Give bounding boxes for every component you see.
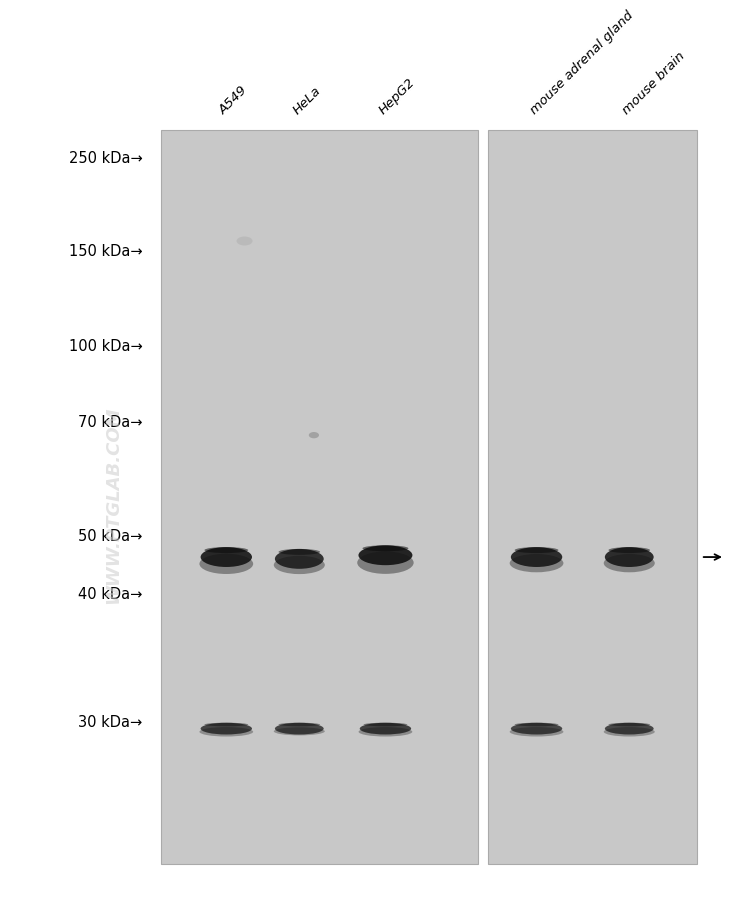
Ellipse shape (515, 548, 558, 554)
Text: 70 kDa→: 70 kDa→ (78, 415, 142, 429)
Ellipse shape (274, 557, 325, 575)
Ellipse shape (362, 546, 409, 552)
Text: mouse adrenal gland: mouse adrenal gland (527, 9, 636, 117)
Ellipse shape (275, 723, 323, 734)
Ellipse shape (515, 723, 558, 726)
Text: HepG2: HepG2 (376, 76, 418, 117)
Ellipse shape (199, 727, 253, 737)
Text: 50 kDa→: 50 kDa→ (78, 529, 142, 543)
Ellipse shape (605, 723, 653, 734)
Text: 250 kDa→: 250 kDa→ (69, 151, 142, 165)
Text: 30 kDa→: 30 kDa→ (78, 714, 142, 729)
Text: mouse brain: mouse brain (620, 50, 688, 117)
Ellipse shape (511, 723, 562, 734)
Ellipse shape (309, 432, 319, 439)
Ellipse shape (204, 548, 248, 554)
Ellipse shape (511, 548, 562, 567)
Ellipse shape (201, 723, 252, 734)
Ellipse shape (275, 549, 323, 569)
Ellipse shape (358, 546, 412, 566)
Ellipse shape (358, 727, 412, 737)
Ellipse shape (274, 727, 325, 736)
Bar (161, 131, 478, 864)
Text: 40 kDa→: 40 kDa→ (78, 586, 142, 601)
Ellipse shape (609, 548, 650, 554)
Ellipse shape (605, 548, 653, 567)
Text: WWW.PTGLAB.COM: WWW.PTGLAB.COM (104, 407, 122, 603)
Ellipse shape (199, 554, 253, 575)
Text: 150 kDa→: 150 kDa→ (69, 244, 142, 258)
Ellipse shape (609, 723, 650, 726)
Ellipse shape (357, 552, 414, 575)
Ellipse shape (510, 555, 564, 573)
Ellipse shape (201, 548, 252, 567)
Ellipse shape (604, 555, 655, 573)
Text: HeLa: HeLa (290, 84, 323, 117)
Ellipse shape (604, 727, 655, 737)
Text: 100 kDa→: 100 kDa→ (69, 339, 142, 354)
Ellipse shape (278, 549, 320, 556)
Bar (488, 131, 697, 864)
Ellipse shape (278, 723, 320, 726)
Ellipse shape (360, 723, 411, 734)
Ellipse shape (237, 237, 253, 246)
Ellipse shape (510, 727, 564, 737)
Text: A549: A549 (217, 84, 250, 117)
Ellipse shape (364, 723, 407, 726)
Ellipse shape (204, 723, 248, 726)
